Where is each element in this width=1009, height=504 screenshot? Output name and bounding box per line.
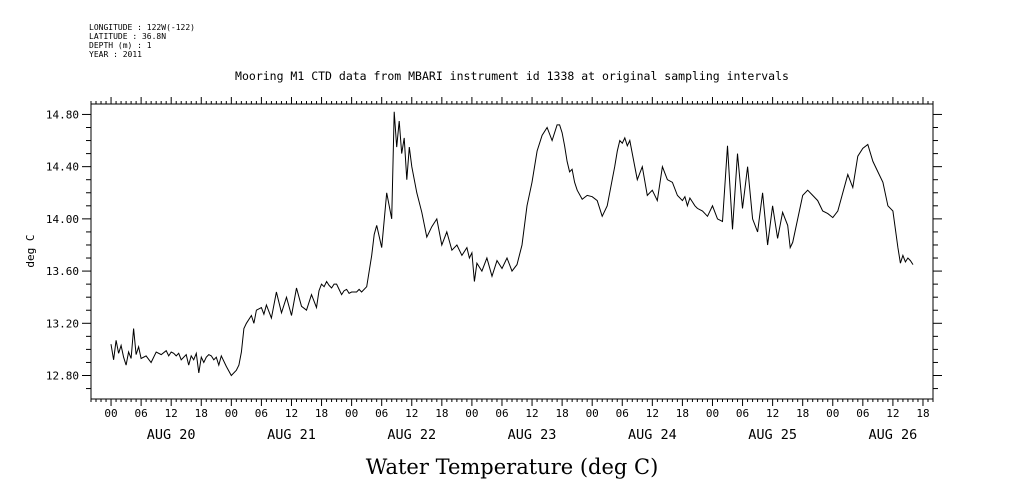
day-label: AUG 21 bbox=[267, 427, 316, 443]
x-tick-label: 12 bbox=[285, 407, 298, 420]
chart-title: Mooring M1 CTD data from MBARI instrumen… bbox=[235, 69, 789, 83]
x-tick-label: 00 bbox=[586, 407, 599, 420]
latitude-label: LATITUDE : 36.8N bbox=[89, 32, 166, 41]
y-tick-label: 14.00 bbox=[46, 213, 79, 226]
x-tick-label: 18 bbox=[315, 407, 328, 420]
x-tick-label: 00 bbox=[104, 407, 117, 420]
x-tick-label: 12 bbox=[886, 407, 899, 420]
x-tick-label: 06 bbox=[375, 407, 388, 420]
x-tick-label: 00 bbox=[225, 407, 238, 420]
x-tick-label: 06 bbox=[736, 407, 749, 420]
x-tick-label: 18 bbox=[796, 407, 809, 420]
y-tick-label: 14.80 bbox=[46, 108, 79, 121]
axis-ticks bbox=[82, 97, 942, 406]
x-tick-label: 00 bbox=[826, 407, 839, 420]
x-tick-label: 18 bbox=[195, 407, 208, 420]
x-tick-label: 06 bbox=[134, 407, 147, 420]
year-label: YEAR : 2011 bbox=[89, 50, 142, 59]
x-tick-label: 00 bbox=[345, 407, 358, 420]
y-tick-label: 14.40 bbox=[46, 161, 79, 174]
temperature-series-line bbox=[110, 111, 914, 377]
x-tick-label: 18 bbox=[435, 407, 448, 420]
day-label: AUG 20 bbox=[147, 427, 196, 443]
y-axis-label: deg C bbox=[24, 234, 37, 267]
x-tick-label: 12 bbox=[165, 407, 178, 420]
longitude-label: LONGITUDE : 122W(-122) bbox=[89, 23, 195, 32]
x-tick-label: 06 bbox=[255, 407, 268, 420]
day-label: AUG 26 bbox=[869, 427, 918, 443]
x-tick-label: 12 bbox=[525, 407, 538, 420]
day-label: AUG 23 bbox=[508, 427, 557, 443]
plot-frame bbox=[90, 103, 934, 400]
x-tick-label: 12 bbox=[405, 407, 418, 420]
y-tick-label: 13.60 bbox=[46, 265, 79, 278]
y-tick-label: 12.80 bbox=[46, 370, 79, 383]
x-tick-label: 06 bbox=[856, 407, 869, 420]
x-tick-label: 18 bbox=[555, 407, 568, 420]
day-label: AUG 22 bbox=[387, 427, 436, 443]
x-tick-labels: 00 06 12 18 00 06 12 18 00 06 12 18 00 06 12 18 00 06 12 18… bbox=[104, 407, 929, 420]
x-tick-label: 00 bbox=[465, 407, 478, 420]
x-tick-label: 18 bbox=[916, 407, 929, 420]
depth-label: DEPTH (m) : 1 bbox=[89, 41, 152, 50]
day-labels: AUG 20 AUG 21 AUG 22 AUG 23 AUG 24 AUG 25 AUG … bbox=[147, 427, 917, 443]
x-tick-label: 18 bbox=[676, 407, 689, 420]
x-tick-label: 00 bbox=[706, 407, 719, 420]
day-label: AUG 24 bbox=[628, 427, 677, 443]
x-tick-label: 06 bbox=[495, 407, 508, 420]
y-tick-labels: 12.80 13.20 13.60 14.00 14.40 14.80 bbox=[46, 108, 79, 382]
day-label: AUG 25 bbox=[748, 427, 797, 443]
x-tick-label: 06 bbox=[616, 407, 629, 420]
x-tick-label: 12 bbox=[766, 407, 779, 420]
y-tick-label: 13.20 bbox=[46, 317, 79, 330]
x-axis-title: Water Temperature (deg C) bbox=[366, 455, 659, 479]
x-tick-label: 12 bbox=[646, 407, 659, 420]
